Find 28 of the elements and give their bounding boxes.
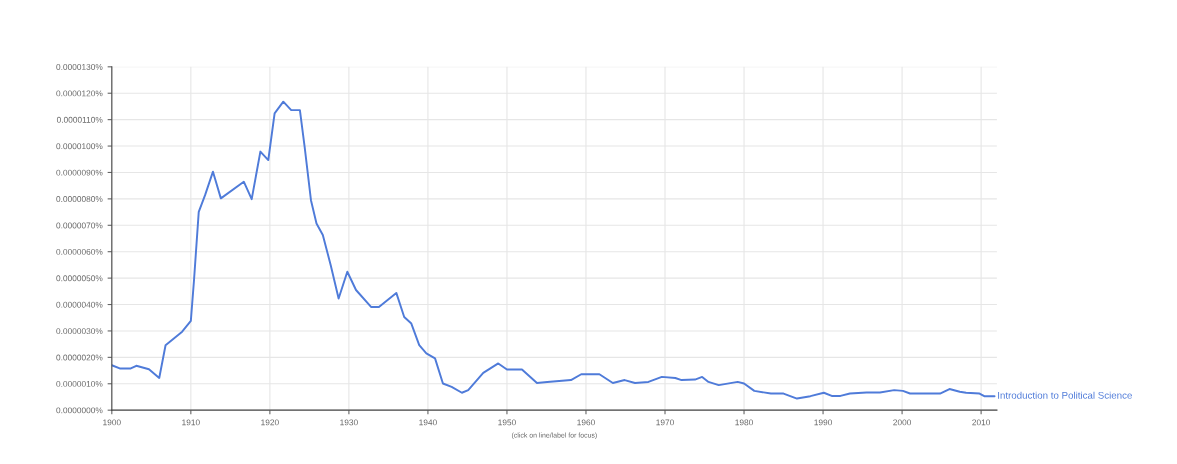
- y-tick-label: 0.0000080%: [56, 196, 103, 202]
- y-tick-label: 0.0000130%: [56, 64, 103, 70]
- y-tick-label: 0.0000090%: [56, 169, 103, 176]
- line-series: [111, 100, 996, 400]
- y-tick-label: 0.0000010%: [56, 380, 103, 387]
- y-tick-label: 0.0000040%: [56, 301, 103, 308]
- series-label: Introduction to Political Science: [998, 391, 1132, 399]
- y-tick-label: 0.0000100%: [56, 143, 103, 150]
- x-tick-label: 1960: [577, 419, 595, 426]
- y-tick-label: 0.0000020%: [56, 354, 103, 361]
- x-tick-label: 1900: [103, 419, 121, 426]
- x-tick-label: 1930: [340, 419, 358, 426]
- y-tick-label: 0.0000050%: [56, 275, 103, 282]
- y-tick-label: 0.0000030%: [56, 328, 103, 335]
- y-tick-label: 0.0000120%: [56, 90, 103, 97]
- x-tick-label: 1940: [419, 419, 437, 426]
- y-tick-label: 0.0000110%: [56, 116, 103, 123]
- y-tick-label: 0.0000060%: [56, 248, 103, 255]
- y-tick-label: 0.0000000%: [56, 407, 103, 414]
- x-tick-label: 1990: [814, 419, 832, 426]
- y-tick-label: 0.0000070%: [56, 222, 103, 229]
- x-tick-label: 1910: [182, 419, 200, 426]
- x-tick-label: 2010: [972, 419, 991, 426]
- x-tick-label: 1950: [498, 419, 516, 426]
- x-tick-label: 1980: [735, 419, 753, 426]
- x-tick-label: 1970: [656, 419, 674, 426]
- x-tick-label: 2000: [893, 419, 912, 426]
- x-tick-label: 1920: [261, 419, 279, 426]
